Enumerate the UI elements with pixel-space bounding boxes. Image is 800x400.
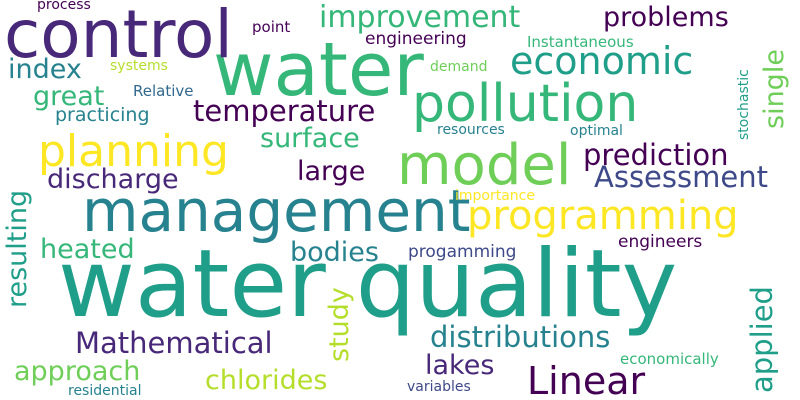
word-systems: systems (110, 58, 168, 74)
word-process: process (37, 0, 91, 13)
word-management: management (82, 177, 471, 245)
word-variables: variables (407, 379, 471, 395)
word-engineers: engineers (618, 232, 703, 252)
word-prediction: prediction (583, 138, 729, 172)
word-practicing: practicing (55, 104, 150, 126)
word-model: model (397, 133, 572, 198)
word-linear: Linear (527, 359, 646, 400)
word-importance: importance (455, 188, 535, 204)
word-index: index (8, 54, 82, 85)
word-instantaneous: Instantaneous (527, 33, 634, 51)
word-single: single (759, 49, 790, 129)
word-economically: economically (620, 350, 719, 368)
word-resources: resources (437, 122, 505, 138)
word-economic: economic (510, 39, 694, 83)
word-point: point (252, 18, 291, 36)
word-resulting: resulting (2, 189, 33, 308)
word-planning: planning (38, 126, 229, 177)
word-temperature: temperature (193, 94, 376, 128)
word-water-quality: water quality (58, 230, 678, 339)
word-lakes: lakes (425, 350, 495, 381)
word-pollution: pollution (412, 74, 639, 134)
word-heated: heated (40, 234, 135, 265)
word-surface: surface (260, 123, 360, 154)
word-chlorides: chlorides (205, 365, 328, 396)
word-mathematical: Mathematical (75, 326, 273, 360)
word-bodies: bodies (290, 237, 379, 268)
word-optimal: optimal (570, 123, 623, 139)
word-programming: programming (467, 193, 739, 239)
word-discharge: discharge (47, 164, 179, 195)
word-assessment: Assessment (594, 160, 768, 194)
word-control: control (4, 0, 233, 73)
word-progamming: progamming (408, 242, 517, 262)
word-improvement: improvement (319, 0, 521, 35)
word-stochastic: stochastic (736, 69, 752, 140)
word-study: study (324, 287, 355, 362)
word-approach: approach (14, 356, 141, 387)
word-relative: Relative (133, 82, 194, 100)
word-distributions: distributions (430, 320, 611, 354)
word-great: great (33, 81, 105, 112)
word-water: water (213, 27, 424, 113)
word-engineering: engineering (365, 29, 467, 49)
word-problems: problems (603, 2, 729, 33)
word-residential: residential (68, 383, 142, 399)
word-large: large (297, 156, 366, 187)
word-demand: demand (430, 59, 488, 75)
word-applied: applied (745, 286, 779, 393)
